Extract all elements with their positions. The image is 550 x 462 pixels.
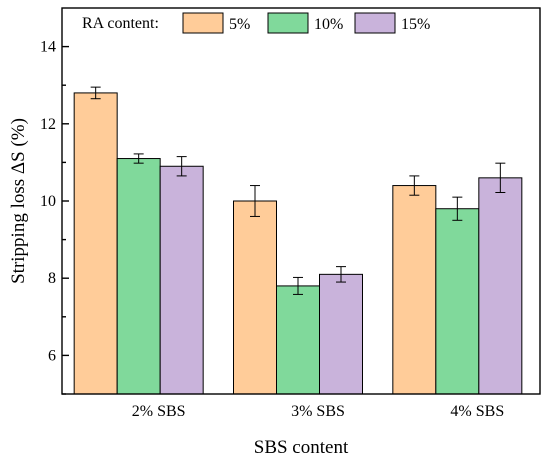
bar	[116, 158, 161, 395]
bar	[233, 200, 277, 395]
bar	[435, 208, 480, 395]
legend-swatch	[267, 12, 309, 34]
bar	[159, 165, 204, 395]
legend: RA content: 5% 10% 15%	[82, 12, 430, 34]
bar	[392, 185, 437, 395]
legend-swatch	[182, 12, 224, 34]
bar	[478, 177, 523, 395]
bar	[73, 92, 118, 395]
legend-title: RA content:	[82, 15, 159, 32]
x-tick-label: 2% SBS	[132, 403, 186, 420]
x-tick-label: 4% SBS	[450, 403, 504, 420]
x-axis: 2% SBS 3% SBS 4% SBS	[132, 403, 504, 420]
error-bars-layer	[90, 86, 506, 295]
legend-label: 15%	[401, 16, 430, 33]
bars-layer	[73, 92, 523, 395]
legend-swatch	[354, 12, 396, 34]
y-tick-label: 14	[40, 39, 56, 56]
y-axis: 6 8 10 12 14	[40, 39, 69, 395]
legend-label: 10%	[314, 16, 343, 33]
y-tick-label: 6	[48, 347, 56, 364]
y-tick-label: 10	[40, 193, 56, 210]
y-tick-label: 8	[48, 270, 56, 287]
x-tick-label: 3% SBS	[291, 403, 345, 420]
y-tick-label: 12	[40, 116, 56, 133]
bar	[276, 285, 320, 395]
x-axis-title: SBS content	[254, 437, 349, 458]
bar	[319, 273, 363, 395]
y-axis-title: Stripping loss ΔS (%)	[8, 118, 29, 284]
legend-label: 5%	[229, 16, 250, 33]
